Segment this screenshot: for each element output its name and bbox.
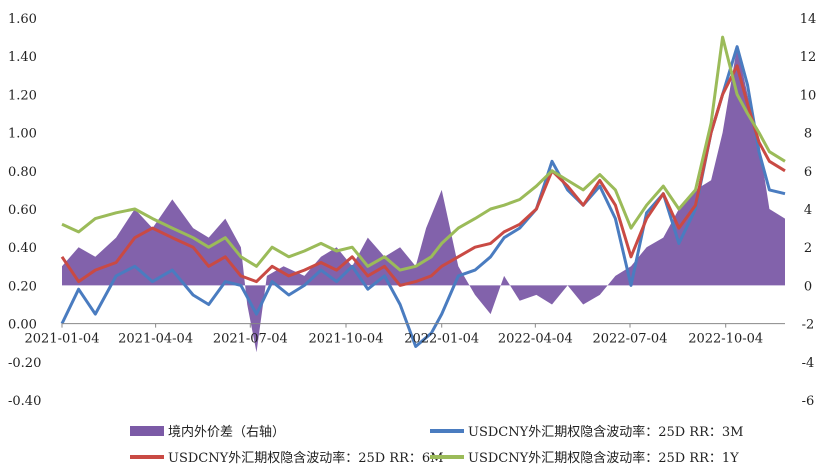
legend-item-1y: USDCNY外汇期权隐含波动率：25D RR：1Y <box>430 450 739 466</box>
y-right-tick-label: 14 <box>800 12 817 27</box>
y-right-tick-label: 2 <box>804 241 812 256</box>
y-left-tick-label: 0.20 <box>8 279 37 294</box>
series-line-3m <box>60 45 786 348</box>
legend-item-6m: USDCNY外汇期权隐含波动率：25D RR：6M <box>130 450 443 466</box>
y-right-tick-label: 6 <box>804 165 812 180</box>
legend-item-3m: USDCNY外汇期权隐含波动率：25D RR：3M <box>430 424 743 440</box>
y-right-tick-label: 12 <box>800 50 817 65</box>
y-left-tick-label: 0.40 <box>8 241 37 256</box>
legend-label: 境内外价差（右轴） <box>168 424 285 440</box>
legend-label: USDCNY外汇期权隐含波动率：25D RR：3M <box>468 424 743 440</box>
y-left-tick-label: 0.60 <box>8 203 37 218</box>
legend-swatch <box>130 426 164 436</box>
y-left-tick-label: -0.20 <box>8 356 41 371</box>
x-tick-label: 2022-07-04 <box>593 332 668 347</box>
y-left-tick-label: 0.00 <box>8 318 37 333</box>
legend-label: USDCNY外汇期权隐含波动率：25D RR：6M <box>168 450 443 466</box>
y-right-tick-label: 10 <box>800 88 817 103</box>
series-line-1y <box>61 35 786 272</box>
axes: 1.60 1.40 1.20 1.00 0.80 0.60 0.40 0.20 0.00 -0.2… <box>8 12 816 409</box>
x-tick-label: 2022-01-04 <box>404 332 479 347</box>
plot-area <box>60 35 786 353</box>
x-tick-label: 2021-10-04 <box>309 332 384 347</box>
y-left-tick-label: 1.60 <box>8 12 37 27</box>
x-tick-label: 2021-01-04 <box>25 332 100 347</box>
series-line-6m <box>60 64 786 287</box>
y-right-tick-label: -2 <box>802 318 815 333</box>
y-right-tick-label: 8 <box>804 127 812 142</box>
y-right-tick-label: 0 <box>804 279 812 294</box>
series-area-spread <box>62 46 785 353</box>
y-left-tick-label: 0.80 <box>8 165 37 180</box>
y-left-tick-label: 1.00 <box>8 127 37 142</box>
x-tick-label: 2021-07-04 <box>213 332 288 347</box>
y-left-tick-label: 1.40 <box>8 50 37 65</box>
y-left-tick-label: -0.40 <box>8 394 41 409</box>
legend-label: USDCNY外汇期权隐含波动率：25D RR：1Y <box>468 450 739 466</box>
y-left-tick-label: 1.20 <box>8 88 37 103</box>
y-right-tick-label: 4 <box>804 203 812 218</box>
legend: 境内外价差（右轴） USDCNY外汇期权隐含波动率：25D RR：3M USDCNY… <box>130 424 743 466</box>
y-right-tick-label: -4 <box>802 356 815 371</box>
x-tick-label: 2022-04-04 <box>498 332 573 347</box>
x-tick-label: 2021-04-04 <box>118 332 193 347</box>
legend-item-spread: 境内外价差（右轴） <box>130 424 285 440</box>
y-right-tick-label: -6 <box>802 394 815 409</box>
x-tick-label: 2022-10-04 <box>688 332 763 347</box>
